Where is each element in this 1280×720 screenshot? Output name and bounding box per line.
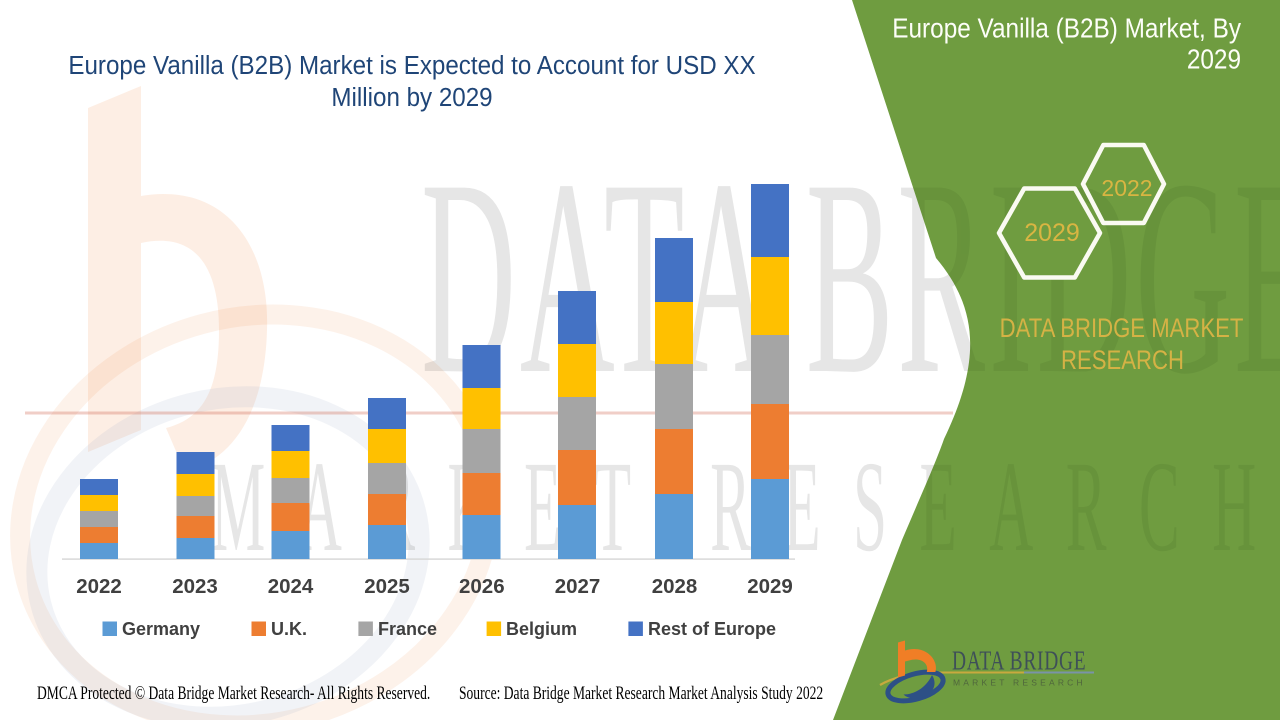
svg-text:Belgium: Belgium bbox=[506, 619, 577, 639]
svg-text:RESEARCH: RESEARCH bbox=[1061, 346, 1184, 376]
svg-text:2029: 2029 bbox=[1024, 219, 1080, 247]
svg-text:2025: 2025 bbox=[364, 575, 410, 598]
svg-text:2027: 2027 bbox=[555, 575, 601, 598]
svg-text:2028: 2028 bbox=[652, 575, 698, 598]
svg-text:DATA BRIDGE: DATA BRIDGE bbox=[952, 647, 1086, 677]
svg-text:2023: 2023 bbox=[172, 575, 218, 598]
svg-text:Rest of Europe: Rest of Europe bbox=[648, 619, 776, 639]
svg-text:DMCA Protected © Data Bridge M: DMCA Protected © Data Bridge Market Rese… bbox=[37, 682, 430, 704]
svg-text:U.K.: U.K. bbox=[271, 619, 307, 639]
svg-text:DATA BRIDGE MARKET: DATA BRIDGE MARKET bbox=[1000, 314, 1244, 344]
svg-text:2026: 2026 bbox=[459, 575, 505, 598]
svg-text:Germany: Germany bbox=[122, 619, 200, 639]
svg-text:France: France bbox=[378, 619, 437, 639]
svg-text:2022: 2022 bbox=[1101, 175, 1152, 201]
svg-text:MARKET RESEARCH: MARKET RESEARCH bbox=[953, 678, 1086, 688]
svg-text:Source: Data Bridge Market Res: Source: Data Bridge Market Research Mark… bbox=[459, 682, 823, 704]
svg-text:2029: 2029 bbox=[747, 575, 793, 598]
svg-text:Europe Vanilla (B2B) Market, B: Europe Vanilla (B2B) Market, By bbox=[892, 12, 1242, 44]
svg-text:2029: 2029 bbox=[1187, 43, 1241, 75]
svg-text:Million by 2029: Million by 2029 bbox=[331, 83, 492, 112]
svg-text:2022: 2022 bbox=[76, 575, 122, 598]
svg-text:2024: 2024 bbox=[268, 575, 314, 598]
svg-text:Europe Vanilla (B2B) Market is: Europe Vanilla (B2B) Market is Expected … bbox=[68, 51, 756, 80]
